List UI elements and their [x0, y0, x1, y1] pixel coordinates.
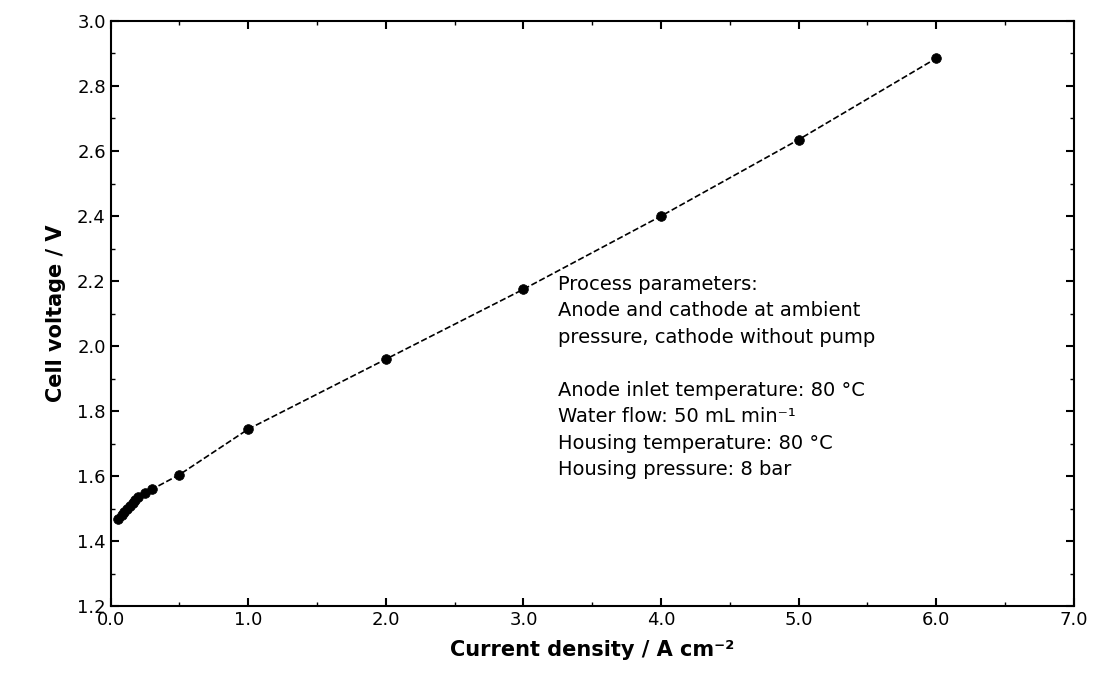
Point	[239, 424, 257, 435]
Point	[377, 353, 395, 365]
Point	[126, 494, 144, 505]
Point	[652, 210, 670, 222]
Point	[121, 500, 138, 511]
X-axis label: Current density / A cm⁻²: Current density / A cm⁻²	[451, 641, 734, 660]
Point	[143, 484, 161, 495]
Point	[113, 510, 131, 521]
Point	[108, 513, 126, 524]
Point	[124, 498, 142, 509]
Y-axis label: Cell voltage / V: Cell voltage / V	[46, 225, 66, 402]
Point	[515, 284, 532, 295]
Point	[115, 507, 133, 518]
Point	[928, 53, 945, 64]
Point	[118, 503, 136, 514]
Text: Process parameters:
Anode and cathode at ambient
pressure, cathode without pump
: Process parameters: Anode and cathode at…	[558, 275, 876, 479]
Point	[130, 492, 147, 503]
Point	[789, 134, 807, 145]
Point	[170, 469, 188, 480]
Point	[136, 488, 154, 499]
